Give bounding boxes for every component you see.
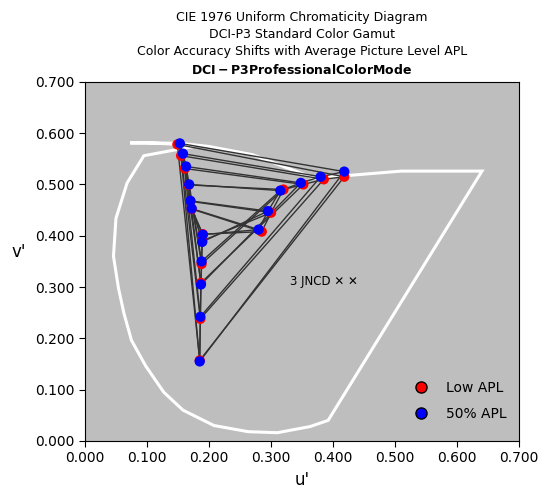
Point [199, 230, 207, 238]
Point [173, 140, 182, 148]
Point [182, 162, 190, 170]
Text: 3 JNCD ✕ ✕: 3 JNCD ✕ ✕ [290, 276, 358, 288]
Point [267, 208, 276, 216]
Point [197, 260, 206, 268]
Point [198, 237, 207, 245]
X-axis label: u': u' [294, 471, 310, 489]
Point [187, 205, 196, 213]
Point [184, 181, 193, 189]
Point [196, 279, 205, 287]
Point [177, 152, 185, 160]
Point [316, 172, 325, 180]
Point [199, 230, 207, 238]
Point [197, 258, 206, 266]
Point [263, 207, 272, 215]
Point [187, 204, 196, 212]
Point [180, 164, 189, 172]
Point [196, 315, 205, 323]
Point [340, 168, 349, 175]
Point [279, 186, 288, 194]
Point [320, 176, 328, 184]
Point [340, 172, 349, 180]
Point [179, 150, 188, 158]
Point [276, 186, 285, 194]
Point [196, 280, 205, 288]
Point [198, 238, 207, 246]
Point [175, 140, 184, 147]
Point [254, 226, 263, 234]
Point [186, 197, 195, 205]
Y-axis label: v': v' [11, 244, 26, 262]
Point [195, 356, 204, 364]
Legend: Low APL, 50% APL: Low APL, 50% APL [402, 375, 512, 427]
Point [195, 358, 204, 366]
Point [296, 179, 305, 187]
Point [186, 198, 195, 205]
Point [185, 180, 194, 188]
Point [196, 313, 205, 321]
Point [257, 228, 266, 235]
Point [299, 180, 307, 188]
Title: CIE 1976 Uniform Chromaticity Diagram
DCI-P3 Standard Color Gamut
Color Accuracy: CIE 1976 Uniform Chromaticity Diagram DC… [137, 11, 467, 76]
